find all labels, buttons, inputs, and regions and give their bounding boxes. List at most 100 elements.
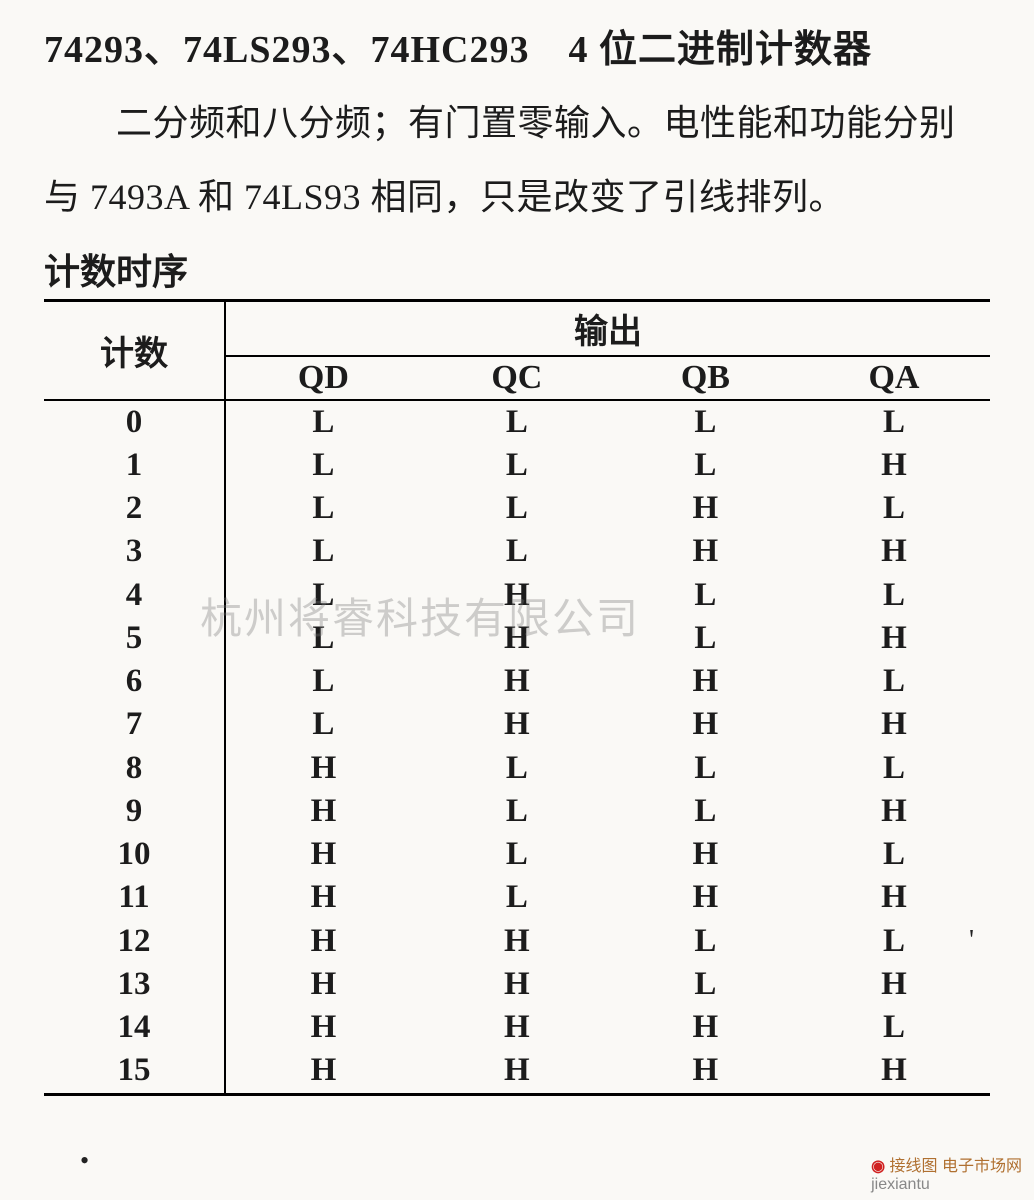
count-cell: 2 bbox=[44, 487, 225, 530]
output-cell: L bbox=[421, 530, 613, 573]
output-cell: L bbox=[613, 574, 798, 617]
output-cell: H bbox=[225, 963, 421, 1006]
stray-mark: ' bbox=[969, 925, 974, 957]
output-cell: L bbox=[613, 444, 798, 487]
count-cell: 14 bbox=[44, 1006, 225, 1049]
output-cell: L bbox=[421, 487, 613, 530]
output-cell: H bbox=[421, 1006, 613, 1049]
count-cell: 5 bbox=[44, 617, 225, 660]
count-cell: 15 bbox=[44, 1049, 225, 1094]
table-row: 14HHHL bbox=[44, 1006, 990, 1049]
count-cell: 3 bbox=[44, 530, 225, 573]
output-cell: H bbox=[421, 703, 613, 746]
output-cell: L bbox=[613, 920, 798, 963]
output-cell: L bbox=[613, 963, 798, 1006]
output-cell: L bbox=[798, 833, 990, 876]
output-cell: H bbox=[613, 1049, 798, 1094]
table-row: 9HLLH bbox=[44, 790, 990, 833]
count-cell: 6 bbox=[44, 660, 225, 703]
output-cell: H bbox=[225, 876, 421, 919]
output-cell: H bbox=[613, 703, 798, 746]
output-cell: L bbox=[798, 920, 990, 963]
table-row: 7LHHH bbox=[44, 703, 990, 746]
output-cell: H bbox=[613, 660, 798, 703]
output-cell: L bbox=[798, 574, 990, 617]
corner-label-1: 接线图 bbox=[890, 1158, 938, 1175]
document-page: 74293、74LS293、74HC293 4 位二进制计数器 二分频和八分频；… bbox=[0, 0, 1034, 1096]
table-row: 2LLHL bbox=[44, 487, 990, 530]
corner-label-3: 电子市场网 bbox=[942, 1158, 1022, 1175]
output-cell: L bbox=[613, 747, 798, 790]
output-cell: H bbox=[798, 1049, 990, 1094]
header-qb: QB bbox=[613, 356, 798, 400]
table-row: 11HLHH bbox=[44, 876, 990, 919]
count-cell: 4 bbox=[44, 574, 225, 617]
table-row: 13HHLH bbox=[44, 963, 990, 1006]
table-caption: 计数时序 bbox=[44, 243, 990, 295]
output-cell: L bbox=[613, 400, 798, 444]
count-cell: 0 bbox=[44, 400, 225, 444]
output-cell: L bbox=[798, 1006, 990, 1049]
output-cell: H bbox=[798, 530, 990, 573]
output-cell: H bbox=[225, 790, 421, 833]
table-row: 4LHLL bbox=[44, 574, 990, 617]
output-cell: H bbox=[225, 1006, 421, 1049]
output-cell: H bbox=[613, 1006, 798, 1049]
output-cell: H bbox=[225, 1049, 421, 1094]
output-cell: L bbox=[798, 660, 990, 703]
output-cell: L bbox=[225, 574, 421, 617]
output-cell: L bbox=[421, 444, 613, 487]
output-cell: L bbox=[225, 487, 421, 530]
table-row: 1LLLH bbox=[44, 444, 990, 487]
output-cell: L bbox=[225, 660, 421, 703]
truth-table: 计数 输出 QD QC QB QA 0LLLL1LLLH2LLHL3LLHH4L… bbox=[44, 299, 990, 1096]
output-cell: H bbox=[613, 487, 798, 530]
description-paragraph: 二分频和八分频；有门置零输入。电性能和功能分别与 7493A 和 74LS93 … bbox=[44, 87, 990, 235]
output-cell: L bbox=[613, 790, 798, 833]
count-cell: 13 bbox=[44, 963, 225, 1006]
table-row: 3LLHH bbox=[44, 530, 990, 573]
table-row: 12HHLL bbox=[44, 920, 990, 963]
output-cell: L bbox=[798, 487, 990, 530]
corner-label-2: jiexiantu bbox=[871, 1176, 930, 1193]
output-cell: H bbox=[798, 703, 990, 746]
count-cell: 10 bbox=[44, 833, 225, 876]
count-cell: 8 bbox=[44, 747, 225, 790]
output-cell: H bbox=[613, 833, 798, 876]
output-cell: L bbox=[225, 400, 421, 444]
output-cell: H bbox=[798, 790, 990, 833]
output-cell: H bbox=[225, 920, 421, 963]
output-cell: H bbox=[225, 747, 421, 790]
output-cell: H bbox=[421, 617, 613, 660]
output-cell: H bbox=[613, 530, 798, 573]
corner-watermark: ◉ 接线图 电子市场网 jiexiantu bbox=[871, 1152, 1022, 1194]
table-row: 15HHHH bbox=[44, 1049, 990, 1094]
output-cell: L bbox=[421, 876, 613, 919]
table-row: 5LHLH bbox=[44, 617, 990, 660]
table-row: 10HLHL bbox=[44, 833, 990, 876]
count-cell: 1 bbox=[44, 444, 225, 487]
header-qd: QD bbox=[225, 356, 421, 400]
output-cell: L bbox=[613, 617, 798, 660]
output-cell: H bbox=[421, 920, 613, 963]
output-cell: H bbox=[421, 963, 613, 1006]
table-row: 0LLLL bbox=[44, 400, 990, 444]
output-cell: L bbox=[225, 617, 421, 660]
output-cell: H bbox=[421, 574, 613, 617]
count-cell: 7 bbox=[44, 703, 225, 746]
table-row: 8HLLL bbox=[44, 747, 990, 790]
output-cell: L bbox=[421, 747, 613, 790]
output-cell: L bbox=[225, 530, 421, 573]
output-cell: L bbox=[421, 400, 613, 444]
output-cell: H bbox=[421, 660, 613, 703]
output-cell: H bbox=[798, 876, 990, 919]
header-qa: QA bbox=[798, 356, 990, 400]
header-count: 计数 bbox=[44, 300, 225, 400]
page-title: 74293、74LS293、74HC293 4 位二进制计数器 bbox=[44, 18, 990, 73]
output-cell: H bbox=[798, 617, 990, 660]
output-cell: L bbox=[798, 400, 990, 444]
output-cell: L bbox=[798, 747, 990, 790]
header-output: 输出 bbox=[225, 300, 990, 356]
output-cell: H bbox=[613, 876, 798, 919]
output-cell: L bbox=[421, 833, 613, 876]
